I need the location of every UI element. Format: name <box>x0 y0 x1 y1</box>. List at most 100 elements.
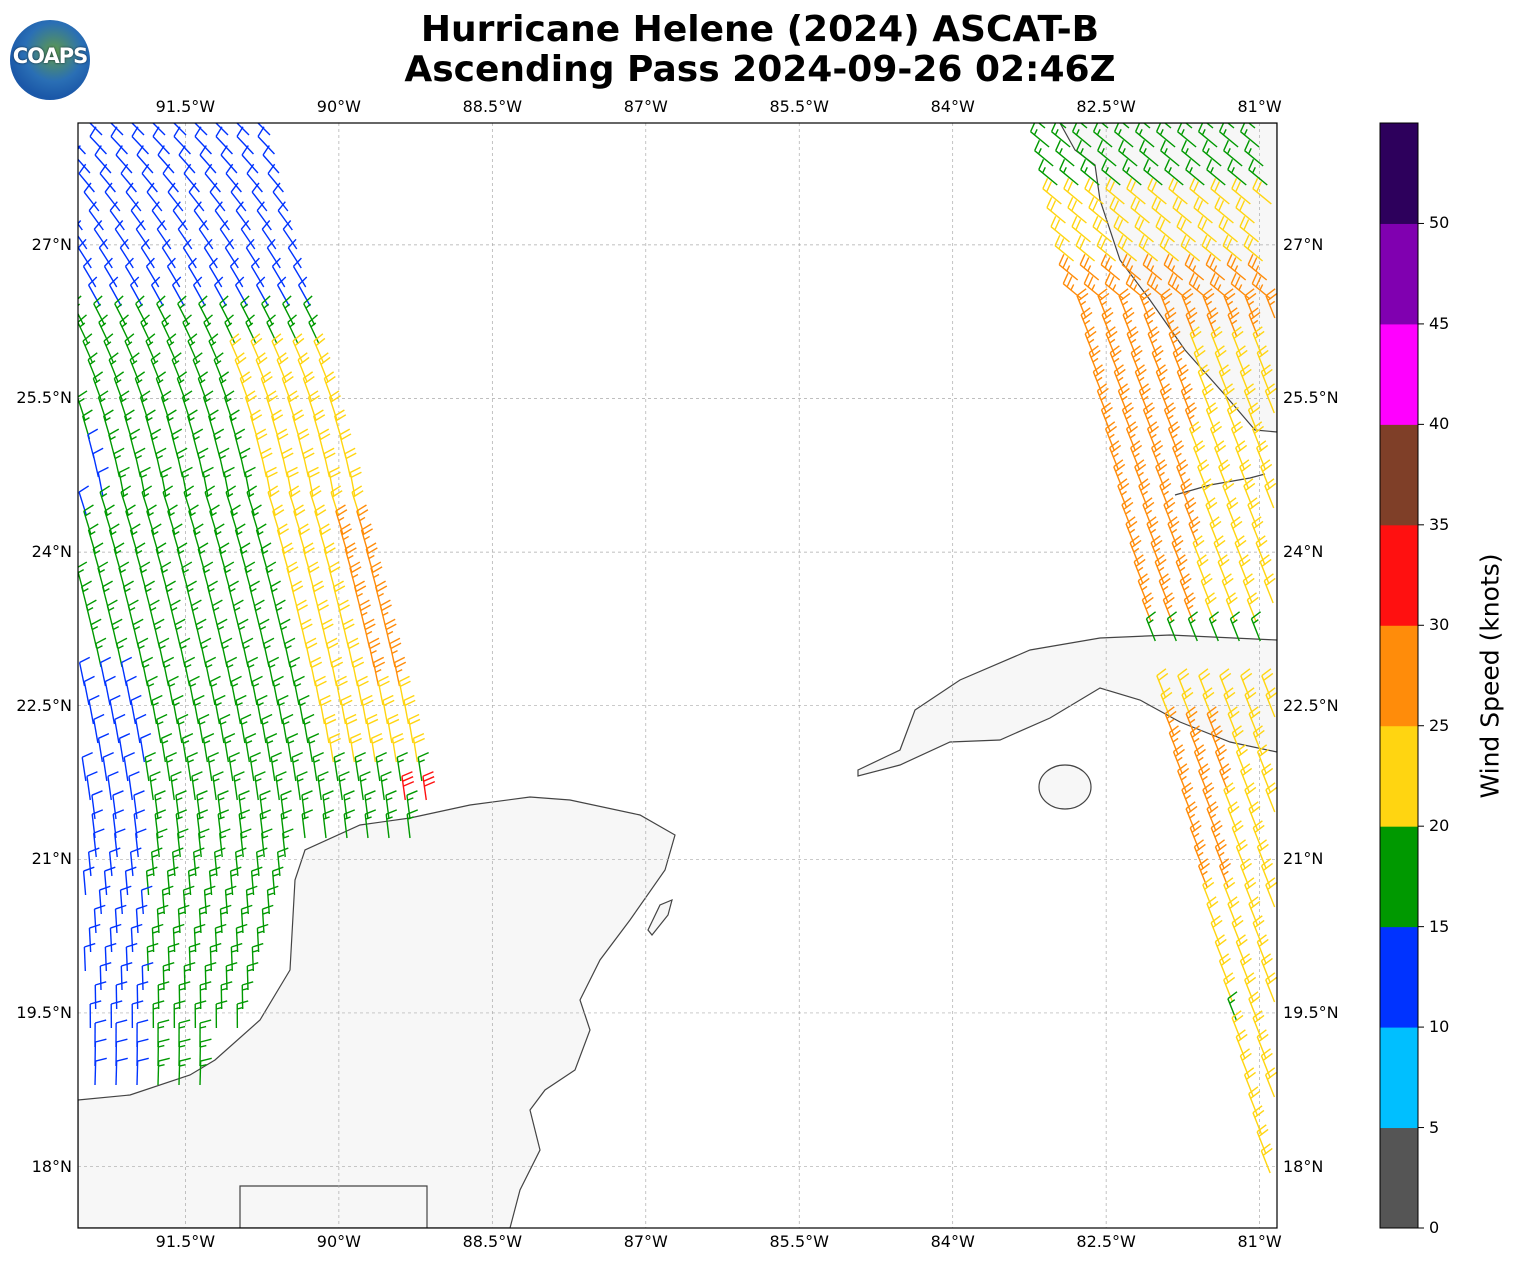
wind-barb <box>177 828 189 858</box>
wind-barb <box>251 942 264 972</box>
wind-barb <box>204 485 216 516</box>
wind-barb <box>324 713 337 744</box>
colorbar-bin <box>1380 524 1418 626</box>
wind-barb <box>1239 364 1252 395</box>
wind-barb <box>343 809 356 839</box>
wind-barb <box>344 447 357 478</box>
wind-barb <box>1260 459 1273 490</box>
colorbar-tick-label: 35 <box>1429 514 1450 534</box>
wind-barb <box>302 447 315 478</box>
belize-border <box>239 1185 428 1228</box>
wind-barb <box>1225 592 1238 623</box>
colorbar-tick-label: 25 <box>1429 715 1450 735</box>
wind-barb <box>93 713 105 744</box>
wind-barb <box>328 466 341 497</box>
wind-barb <box>214 201 230 231</box>
wind-barb <box>1084 178 1104 205</box>
wind-barb <box>146 675 158 706</box>
wind-barb <box>1146 273 1167 300</box>
wind-barb <box>345 713 358 744</box>
wind-barb <box>1143 307 1156 338</box>
wind-barb <box>261 220 277 250</box>
colorbar-bin <box>1380 826 1418 928</box>
wind-barb <box>198 828 210 858</box>
wind-barb <box>156 220 172 250</box>
wind-barb <box>235 694 247 725</box>
wind-barb <box>1244 877 1257 908</box>
logo-text: COAPS <box>12 44 88 68</box>
wind-barb <box>1235 440 1248 471</box>
wind-barb <box>1218 858 1232 889</box>
wind-barb <box>1265 972 1277 1003</box>
wind-barb <box>155 447 167 478</box>
wind-barb <box>188 675 200 706</box>
lat-tick-label-left: 21°N <box>31 849 72 869</box>
wind-barb <box>188 504 199 535</box>
wind-barb <box>172 201 188 231</box>
wind-barb <box>1230 273 1251 300</box>
lat-tick-label-left: 25.5°N <box>16 388 72 408</box>
wind-barb <box>1188 273 1209 300</box>
wind-barb <box>82 866 95 896</box>
wind-barb <box>83 182 100 212</box>
wind-barb <box>214 694 226 725</box>
wind-barb <box>1079 254 1100 281</box>
wind-barb <box>1122 307 1135 338</box>
wind-barb <box>120 163 137 193</box>
wind-barb <box>1244 687 1257 718</box>
wind-barb <box>202 466 214 497</box>
lon-tick-label-top: 81°W <box>1237 97 1282 116</box>
wind-barb <box>110 126 128 155</box>
wind-barb <box>124 409 135 440</box>
wind-barb <box>396 752 408 782</box>
wind-barb <box>265 390 278 421</box>
wind-barb <box>1193 839 1206 870</box>
wind-barb <box>271 333 284 364</box>
wind-barb <box>282 295 295 326</box>
wind-barb <box>1160 288 1173 319</box>
wind-barb <box>1210 326 1223 357</box>
wind-barb <box>108 847 121 877</box>
wind-barb <box>187 409 198 440</box>
wind-barb <box>178 145 196 174</box>
wind-barb <box>199 1038 212 1067</box>
wind-barb <box>1130 440 1143 471</box>
colorbar-tick-label: 0 <box>1429 1218 1440 1237</box>
colorbar-bin <box>1380 725 1418 827</box>
wind-barb <box>1235 744 1248 775</box>
wind-barb <box>1159 478 1172 509</box>
wind-barb <box>240 828 252 858</box>
wind-barb <box>192 847 205 877</box>
lat-tick-label-right: 19.5°N <box>1283 1002 1339 1022</box>
wind-barb <box>1244 288 1257 319</box>
wind-barb <box>1180 383 1193 414</box>
wind-barb <box>276 352 289 383</box>
wind-barb <box>1058 123 1067 129</box>
title-line-2: Ascending Pass 2024-09-26 02:46Z <box>404 49 1116 90</box>
wind-barb <box>265 732 278 763</box>
wind-barb <box>120 656 133 687</box>
wind-barb <box>235 201 251 231</box>
wind-barb <box>1248 801 1261 832</box>
wind-barb <box>1226 254 1247 281</box>
wind-barb <box>335 675 348 706</box>
wind-barb <box>1248 991 1261 1022</box>
wind-barb <box>1121 497 1134 528</box>
wind-barb <box>160 732 173 763</box>
wind-barb <box>167 675 179 706</box>
wind-barb <box>1109 440 1122 471</box>
wind-barb <box>303 295 316 326</box>
wind-barb <box>259 790 271 820</box>
wind-barb <box>182 238 197 269</box>
wind-barb <box>217 809 230 839</box>
wind-barb <box>150 276 164 307</box>
wind-barb <box>1088 345 1101 376</box>
wind-barb <box>1252 725 1265 756</box>
wind-barb <box>93 828 105 858</box>
wind-barb <box>1197 364 1210 395</box>
wind-barb <box>99 656 112 687</box>
wind-barb <box>1042 178 1062 205</box>
wind-barb <box>364 790 376 820</box>
wind-barb <box>267 656 280 687</box>
wind-barb <box>343 790 355 820</box>
